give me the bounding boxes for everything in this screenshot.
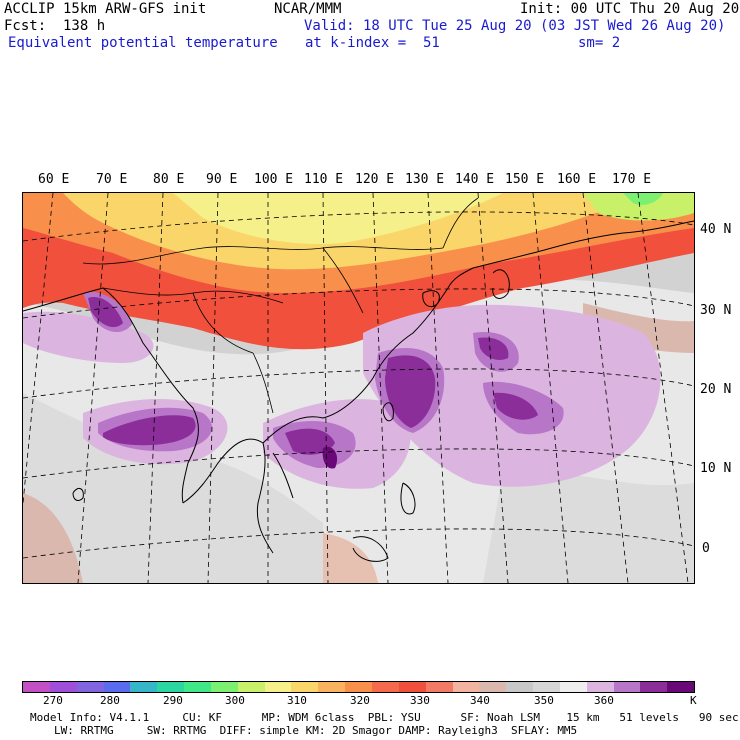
lat-label: 10 N bbox=[700, 461, 732, 476]
model-title: ACCLIP 15km ARW-GFS init bbox=[4, 1, 207, 17]
colorbar-label: 280 bbox=[100, 694, 120, 707]
colorbar-swatch bbox=[237, 682, 265, 692]
colorbar-label: 350 bbox=[534, 694, 554, 707]
colorbar-swatch bbox=[184, 682, 211, 692]
colorbar-swatch bbox=[586, 682, 614, 692]
lon-label: 160 E bbox=[557, 172, 597, 187]
colorbar-unit: K bbox=[690, 694, 697, 707]
lon-label: 130 E bbox=[405, 172, 445, 187]
colorbar-swatch bbox=[371, 682, 399, 692]
model-info-line2: LW: RRTMG SW: RRTMG DIFF: simple KM: 2D … bbox=[54, 724, 578, 737]
colorbar-swatch bbox=[157, 682, 185, 692]
deep-purple-bay bbox=[103, 415, 196, 446]
valid-time: Valid: 18 UTC Tue 25 Aug 20 (03 JST Wed … bbox=[304, 18, 726, 34]
lon-label: 80 E bbox=[153, 172, 185, 187]
graticule bbox=[23, 193, 694, 583]
lon-label: 170 E bbox=[612, 172, 652, 187]
colorbar-label: 340 bbox=[470, 694, 490, 707]
colorbar-label: 310 bbox=[287, 694, 307, 707]
smoothing: sm= 2 bbox=[578, 35, 621, 51]
lat-label: 0 bbox=[702, 541, 710, 556]
colorbar-swatch bbox=[533, 682, 560, 692]
lon-label: 150 E bbox=[505, 172, 545, 187]
colorbar-swatch bbox=[452, 682, 480, 692]
colorbar bbox=[22, 681, 695, 693]
colorbar-label: 330 bbox=[410, 694, 430, 707]
colorbar-swatch bbox=[210, 682, 238, 692]
colorbar-label: 270 bbox=[43, 694, 63, 707]
field-name: Equivalent potential temperature bbox=[8, 35, 278, 51]
colorbar-label: 320 bbox=[350, 694, 370, 707]
init-time: Init: 00 UTC Thu 20 Aug 20 bbox=[520, 1, 740, 17]
colorbar-swatch bbox=[613, 682, 641, 692]
lat-label: 20 N bbox=[700, 382, 732, 397]
level-index: at k-index = 51 bbox=[305, 35, 440, 51]
colorbar-swatch bbox=[130, 682, 158, 692]
lon-label: 140 E bbox=[455, 172, 495, 187]
colorbar-swatch bbox=[667, 682, 695, 692]
colorbar-swatch bbox=[640, 682, 668, 692]
colorbar-swatch bbox=[479, 682, 507, 692]
colorbar-swatch bbox=[425, 682, 453, 692]
lon-label: 100 E bbox=[254, 172, 294, 187]
lon-label: 70 E bbox=[96, 172, 128, 187]
colorbar-swatch bbox=[318, 682, 346, 692]
colorbar-swatch bbox=[398, 682, 426, 692]
lon-label: 120 E bbox=[355, 172, 395, 187]
colorbar-swatch bbox=[506, 682, 534, 692]
lon-label: 60 E bbox=[38, 172, 70, 187]
colorbar-label: 290 bbox=[163, 694, 183, 707]
colorbar-label: 300 bbox=[225, 694, 245, 707]
lat-label: 30 N bbox=[700, 303, 732, 318]
colorbar-swatch bbox=[264, 682, 292, 692]
colorbar-swatch bbox=[23, 682, 50, 692]
colorbar-swatch bbox=[103, 682, 131, 692]
lon-label: 90 E bbox=[206, 172, 238, 187]
colorbar-swatch bbox=[49, 682, 77, 692]
lat-label: 40 N bbox=[700, 222, 732, 237]
colorbar-label: 360 bbox=[594, 694, 614, 707]
coastlines bbox=[23, 220, 694, 562]
colorbar-swatch bbox=[559, 682, 587, 692]
colorbar-swatch bbox=[76, 682, 104, 692]
forecast-hour: Fcst: 138 h bbox=[4, 18, 106, 34]
lon-label: 110 E bbox=[304, 172, 344, 187]
colorbar-swatch bbox=[345, 682, 372, 692]
model-info-line1: Model Info: V4.1.1 CU: KF MP: WDM 6class… bbox=[30, 711, 739, 724]
theta-e-map bbox=[22, 192, 695, 584]
colorbar-swatch bbox=[291, 682, 319, 692]
org-label: NCAR/MMM bbox=[274, 1, 342, 17]
